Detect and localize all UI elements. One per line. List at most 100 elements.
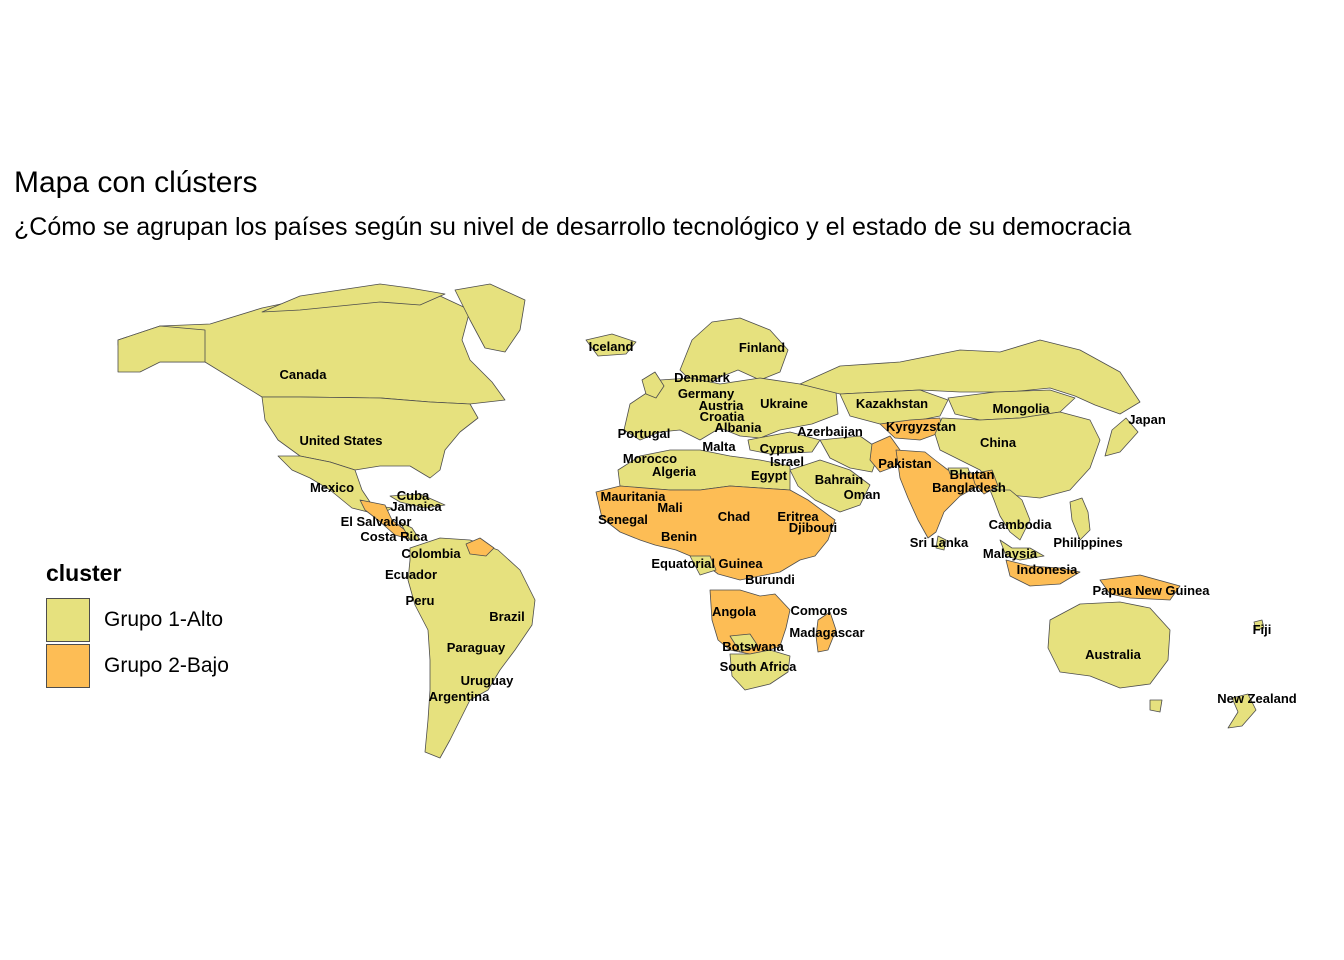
legend-item-alto: Grupo 1-Alto [46,597,229,643]
country-label-iceland: Iceland [589,339,634,354]
country-label-egypt: Egypt [751,468,788,483]
country-label-costa-rica: Costa Rica [360,529,428,544]
kazakhstan-shape [839,389,949,425]
fiji-shape [1253,619,1265,631]
legend-label-bajo: Grupo 2-Bajo [104,654,229,677]
bhutan-shape [947,467,971,475]
country-label-finland: Finland [739,340,785,355]
country-label-australia: Australia [1085,647,1141,662]
country-label-mongolia: Mongolia [992,401,1050,416]
country-label-malaysia: Malaysia [983,546,1038,561]
legend-label-alto: Grupo 1-Alto [104,608,224,631]
country-label-japan: Japan [1128,412,1166,427]
country-label-papua-new-guinea: Papua New Guinea [1092,583,1210,598]
iran-shape [819,435,881,473]
legend-swatch-bajo [46,644,90,688]
madagascar-shape [815,611,837,653]
legend: cluster Grupo 1-Alto Grupo 2-Bajo [46,560,229,689]
australia-shape [1047,601,1171,689]
turkey-shape [747,431,821,455]
new-guinea-shape [1099,574,1181,601]
country-label-burundi: Burundi [745,572,795,587]
country-label-croatia: Croatia [700,409,746,424]
country-label-germany: Germany [678,386,735,401]
country-label-indonesia: Indonesia [1017,562,1078,577]
country-label-cyprus: Cyprus [760,441,805,456]
malaysia-shape [999,539,1045,561]
country-label-madagascar: Madagascar [789,625,864,640]
country-label-jamaica: Jamaica [390,499,442,514]
indonesia-shape [1005,559,1081,587]
china-shape [934,411,1101,499]
country-label-azerbaijan: Azerbaijan [797,424,863,439]
country-label-eritrea: Eritrea [777,509,819,524]
country-label-portugal: Portugal [618,426,671,441]
country-label-south-africa: South Africa [720,659,798,674]
country-label-oman: Oman [844,487,881,502]
country-label-bhutan: Bhutan [950,467,995,482]
sahel-shape [595,485,836,581]
europe-shape [623,377,839,441]
country-label-algeria: Algeria [652,464,697,479]
arabia-shape [789,459,871,513]
country-label-benin: Benin [661,529,697,544]
new-zealand-shape [1227,693,1257,729]
map-title: Mapa con clústers [14,166,258,199]
costa-rica-shape [399,521,421,541]
japan-shape [1104,417,1139,457]
country-label-china: China [980,435,1017,450]
country-label-kyrgyzstan: Kyrgyzstan [886,419,956,434]
country-label-philippines: Philippines [1053,535,1122,550]
iceland-shape [585,333,637,357]
sri-lanka-shape [935,535,947,551]
country-label-el-salvador: El Salvador [341,514,412,529]
country-label-colombia: Colombia [401,546,461,561]
country-label-mauritania: Mauritania [600,489,666,504]
country-label-sri-lanka: Sri Lanka [910,535,969,550]
scandinavia-shape [679,317,789,391]
country-label-united-states: United States [299,433,382,448]
south-africa-shape [729,649,791,691]
legend-item-bajo: Grupo 2-Bajo [46,643,229,689]
country-label-mexico: Mexico [310,480,354,495]
country-label-peru: Peru [406,593,435,608]
country-label-bangladesh: Bangladesh [932,480,1006,495]
southern-africa-shape [709,589,791,655]
south-america-shape [407,537,536,759]
country-label-djibouti: Djibouti [789,520,837,535]
country-label-bahrain: Bahrain [815,472,863,487]
legend-title: cluster [46,560,122,586]
uk-shape [641,371,665,399]
country-label-ecuador: Ecuador [385,567,437,582]
indochina-shape [989,489,1031,541]
country-label-denmark: Denmark [674,370,730,385]
alaska-shape [117,325,206,373]
botswana-shape [729,633,759,653]
country-label-angola: Angola [712,604,757,619]
country-shapes [117,283,1265,759]
country-label-botswana: Botswana [722,639,784,654]
country-label-cambodia: Cambodia [989,517,1053,532]
country-label-chad: Chad [718,509,751,524]
country-label-uruguay: Uruguay [461,673,515,688]
arctic-islands-shape [261,283,446,313]
country-label-senegal: Senegal [598,512,648,527]
philippines-shape [1069,497,1091,541]
greenland-shape [454,283,526,353]
country-label-new-zealand: New Zealand [1217,691,1297,706]
country-label-ukraine: Ukraine [760,396,808,411]
mexico-shape [277,455,393,516]
country-label-morocco: Morocco [623,451,677,466]
country-label-brazil: Brazil [489,609,524,624]
usa-shape [261,396,479,479]
country-label-canada: Canada [280,367,328,382]
country-label-malta: Malta [702,439,736,454]
country-label-equatorial-guinea: Equatorial Guinea [651,556,763,571]
equatorial-shape [689,555,717,576]
country-label-cuba: Cuba [397,488,430,503]
country-label-austria: Austria [699,398,745,413]
legend-swatch-alto [46,598,90,642]
country-label-pakistan: Pakistan [878,456,932,471]
